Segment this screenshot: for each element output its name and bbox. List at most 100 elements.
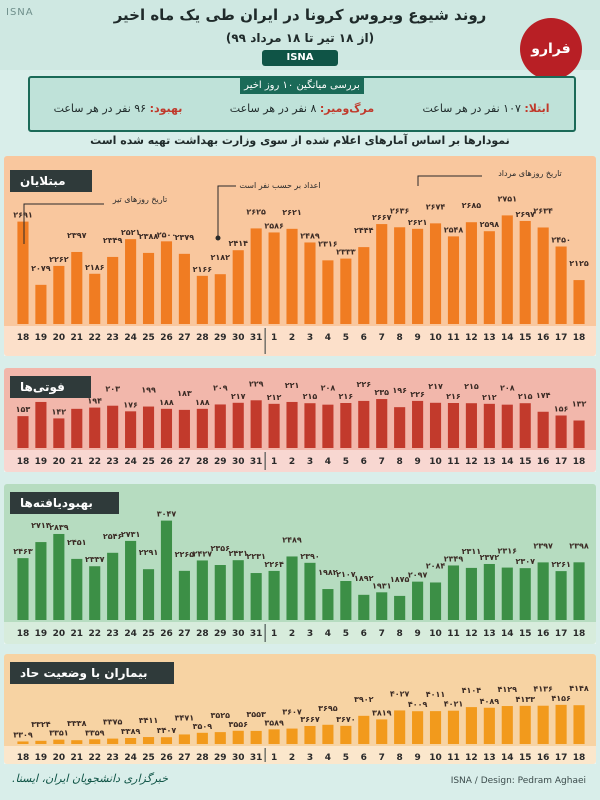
- x-tick-label: 1: [271, 457, 277, 467]
- x-tick-label: 23: [106, 629, 119, 639]
- bar: [412, 400, 424, 448]
- x-tick-label: 13: [483, 753, 496, 763]
- bar: [89, 273, 101, 324]
- bar: [71, 558, 83, 620]
- data-label: ۳۳۵۹: [85, 728, 105, 737]
- x-tick-label: 2: [289, 629, 295, 639]
- data-label: ۲۲۹: [249, 379, 264, 388]
- x-tick-label: 7: [379, 629, 385, 639]
- x-axis-strip: [4, 622, 596, 644]
- x-tick-label: 13: [483, 457, 496, 467]
- bar: [501, 215, 513, 324]
- x-tick-label: 21: [71, 333, 84, 343]
- x-tick-label: 22: [88, 753, 101, 763]
- data-label: ۴۱۳۳: [515, 695, 535, 704]
- bar: [573, 562, 585, 620]
- data-label: ۴۰۰۹: [408, 700, 428, 709]
- chart-title-recovered: بهبودیافته‌ها: [10, 492, 119, 514]
- bar: [35, 542, 47, 620]
- x-tick-label: 6: [361, 333, 367, 343]
- data-label: ۳۶۰۷: [282, 708, 302, 717]
- x-tick-label: 27: [178, 629, 191, 639]
- isna-watermark-left: ISNA: [6, 7, 34, 18]
- data-label: ۲۴۱۴: [228, 239, 248, 248]
- data-label: ۲۵۲۱: [121, 228, 141, 237]
- bar: [555, 415, 567, 448]
- bar: [17, 741, 29, 744]
- bar: [107, 256, 119, 324]
- chart-title-critical: بیماران با وضعیت حاد: [10, 662, 174, 684]
- data-label: ۳۳۸۹: [121, 727, 141, 736]
- data-label: ۴۱۲۹: [498, 685, 518, 694]
- data-label: ۲۴۸۹: [300, 231, 320, 240]
- x-tick-label: 9: [414, 457, 420, 467]
- bar: [286, 556, 298, 620]
- bar: [519, 705, 531, 744]
- x-tick-label: 23: [106, 753, 119, 763]
- data-label: ۲۲۶۵: [175, 550, 195, 559]
- x-tick-label: 5: [343, 753, 349, 763]
- x-tick-label: 15: [519, 457, 532, 467]
- x-tick-label: 29: [214, 629, 227, 639]
- bar: [376, 592, 388, 620]
- isna-badge: ISNA: [262, 50, 338, 66]
- x-tick-label: 22: [88, 629, 101, 639]
- data-label: ۱۸۷۵: [390, 575, 410, 584]
- data-label: ۲۳۸۸: [139, 232, 159, 241]
- bar: [35, 401, 47, 448]
- data-label: ۱۹۴: [87, 397, 102, 406]
- data-label: ۳۹۰۲: [354, 695, 374, 704]
- bar: [376, 224, 388, 324]
- bar: [573, 420, 585, 448]
- x-tick-label: 11: [447, 333, 460, 343]
- bar: [429, 582, 442, 620]
- bar: [412, 228, 424, 324]
- x-tick-label: 12: [465, 753, 478, 763]
- bar: [555, 246, 567, 324]
- bar: [358, 715, 370, 744]
- chart-panel-infected: ۲۶۹۱ 18 ۲۰۷۹ 19 ۲۲۶۲ 20 ۲۳۹۷ 21 ۲۱۸۶ 22 ۲۳۴۹ 23 ۲۵۲۱…: [4, 156, 596, 356]
- bar: [232, 402, 244, 448]
- data-label: ۲۶۶۷: [372, 213, 392, 222]
- x-tick-label: 20: [53, 629, 66, 639]
- data-label: ۲۶۷۴: [426, 202, 446, 211]
- data-label: ۲۳۹۰: [300, 552, 320, 561]
- chart-panel-critical: ۳۳۰۹ 18 ۳۳۲۴ 19 ۳۳۵۱ 20 ۳۳۳۸ 21 ۳۳۵۹ 22 ۳۳۷۵ 23 ۳۳۸۹…: [4, 654, 596, 764]
- x-tick-label: 26: [160, 333, 173, 343]
- x-tick-label: 3: [307, 457, 313, 467]
- x-tick-label: 30: [232, 457, 245, 467]
- bar: [35, 284, 47, 324]
- x-tick-label: 16: [537, 333, 550, 343]
- x-tick-label: 20: [53, 457, 66, 467]
- fararu-logo[interactable]: فرارو: [520, 18, 582, 80]
- annotation-mordad-dates: تاریخ روزهای مرداد: [498, 169, 562, 178]
- bar: [501, 567, 513, 620]
- data-label: ۲۵۹۸: [480, 220, 500, 229]
- bar: [412, 711, 424, 744]
- data-label: ۲۶۹۷: [515, 210, 535, 219]
- data-label: ۲۳۱۶: [498, 547, 518, 556]
- source-note: نمودارها بر اساس آمارهای اعلام شده از سو…: [90, 134, 510, 147]
- bar: [286, 401, 298, 448]
- bar: [268, 570, 280, 620]
- data-label: ۲۲۳۱: [246, 552, 266, 561]
- data-label: ۲۳۰۷: [515, 557, 535, 566]
- bar: [142, 569, 155, 620]
- bar: [250, 228, 262, 324]
- data-label: ۲۴۶۳: [13, 547, 33, 556]
- bar: [17, 558, 29, 620]
- data-label: ۳۴۱۱: [139, 716, 159, 725]
- x-tick-label: 11: [447, 753, 460, 763]
- data-label: ۲۱۲۵: [569, 259, 589, 268]
- bar: [286, 728, 298, 744]
- data-label: ۲۱۸۶: [85, 263, 105, 272]
- data-label: ۲۱۸۲: [211, 253, 231, 262]
- x-tick-label: 10: [429, 333, 442, 343]
- bar: [178, 409, 190, 448]
- bar: [519, 220, 531, 324]
- data-label: ۱۹۶: [392, 386, 407, 395]
- data-label: ۲۱۶: [446, 392, 461, 401]
- data-label: ۴۰۸۹: [480, 697, 500, 706]
- data-label: ۳۵۲۵: [211, 711, 231, 720]
- data-label: ۱۸۳: [177, 389, 192, 398]
